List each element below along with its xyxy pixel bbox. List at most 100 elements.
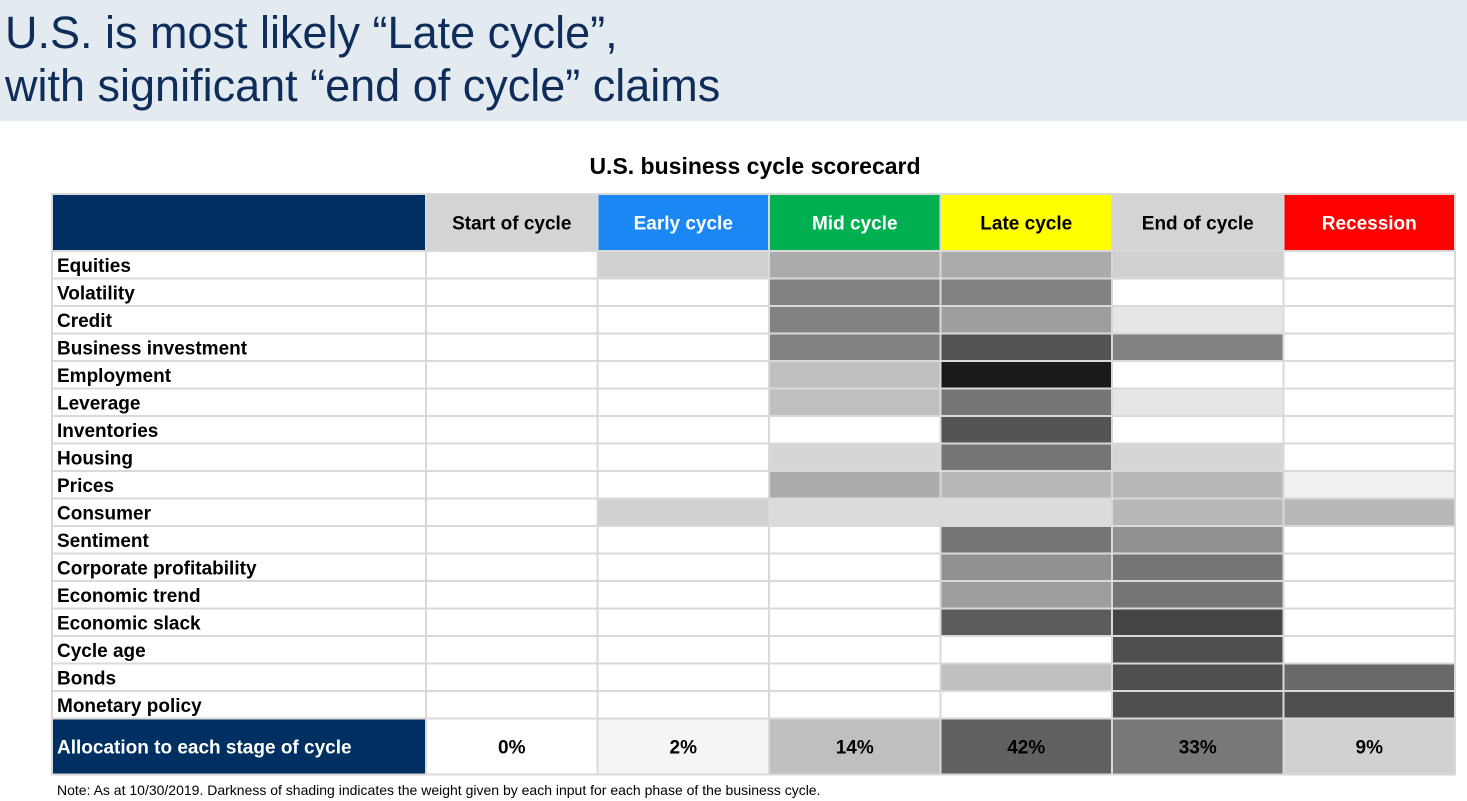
heat-cell-economic-slack-late-cycle [941,609,1111,635]
row-label-cell-monetary-policy [53,692,425,718]
heat-cell-business-investment-mid-cycle [770,334,940,360]
heat-cell-sentiment-recession [1284,527,1454,553]
slide-title: U.S. is most likely “Late cycle”, with s… [5,6,720,112]
heat-cell-monetary-policy-mid-cycle [770,692,940,718]
heat-cell-cycle-age-end-of-cycle [1113,637,1283,663]
heat-cell-corporate-profitability-recession [1284,554,1454,580]
heat-cell-leverage-start-of-cycle [427,389,597,415]
allocation-cell-early-cycle [598,719,768,774]
heat-cell-leverage-early-cycle [598,389,768,415]
header-cell-early-cycle [598,195,768,250]
heat-cell-employment-early-cycle [598,362,768,388]
heat-cell-housing-end-of-cycle [1113,444,1283,470]
heat-cell-equities-recession [1284,252,1454,278]
column-label-early-cycle: Early cycle [634,214,733,235]
heat-cell-volatility-recession [1284,279,1454,305]
heat-cell-bonds-early-cycle [598,664,768,690]
heat-cell-volatility-late-cycle [941,279,1111,305]
allocation-cell-end-of-cycle [1113,719,1283,774]
column-label-late-cycle: Late cycle [980,214,1072,235]
heat-cell-monetary-policy-recession [1284,692,1454,718]
allocation-value-start-of-cycle: 0% [498,738,526,759]
allocation-cell-mid-cycle [770,719,940,774]
heat-cell-housing-early-cycle [598,444,768,470]
heat-cell-cycle-age-start-of-cycle [427,637,597,663]
row-label-prices: Prices [57,476,114,497]
heat-cell-economic-trend-start-of-cycle [427,582,597,608]
heat-cell-economic-slack-early-cycle [598,609,768,635]
heat-cell-inventories-recession [1284,417,1454,443]
heat-cell-employment-recession [1284,362,1454,388]
heat-cell-economic-trend-late-cycle [941,582,1111,608]
row-label-bonds: Bonds [57,668,116,689]
heat-cell-consumer-late-cycle [941,499,1111,525]
heat-cell-volatility-early-cycle [598,279,768,305]
row-label-cell-equities [53,252,425,278]
heat-cell-employment-end-of-cycle [1113,362,1283,388]
heat-cell-economic-trend-recession [1284,582,1454,608]
heat-cell-prices-end-of-cycle [1113,472,1283,498]
column-label-start-of-cycle: Start of cycle [452,214,571,235]
slide-title-line-2: with significant “end of cycle” claims [5,60,721,111]
header-cell-late-cycle [941,195,1111,250]
heat-cell-inventories-end-of-cycle [1113,417,1283,443]
heat-cell-business-investment-recession [1284,334,1454,360]
row-label-cycle-age: Cycle age [57,641,146,662]
row-label-credit: Credit [57,311,113,332]
title-band: U.S. is most likely “Late cycle”, with s… [0,0,1467,121]
heat-cell-business-investment-start-of-cycle [427,334,597,360]
heat-cell-volatility-start-of-cycle [427,279,597,305]
allocation-label: Allocation to each stage of cycle [57,738,352,759]
heat-cell-prices-recession [1284,472,1454,498]
row-label-cell-consumer [53,499,425,525]
heat-cell-employment-mid-cycle [770,362,940,388]
row-label-cell-prices [53,472,425,498]
heat-cell-credit-end-of-cycle [1113,307,1283,333]
heat-cell-credit-late-cycle [941,307,1111,333]
heat-cell-inventories-start-of-cycle [427,417,597,443]
heat-cell-prices-start-of-cycle [427,472,597,498]
row-label-cell-economic-slack [53,609,425,635]
header-cell-mid-cycle [770,195,940,250]
row-label-cell-sentiment [53,527,425,553]
row-label-cell-inventories [53,417,425,443]
heat-cell-volatility-mid-cycle [770,279,940,305]
slide-title-line-1: U.S. is most likely “Late cycle”, [5,7,618,58]
column-label-end-of-cycle: End of cycle [1142,214,1254,235]
heat-cell-corporate-profitability-late-cycle [941,554,1111,580]
heat-cell-credit-early-cycle [598,307,768,333]
heat-cell-bonds-late-cycle [941,664,1111,690]
row-label-cell-employment [53,362,425,388]
heat-cell-consumer-mid-cycle [770,499,940,525]
heat-cell-prices-early-cycle [598,472,768,498]
allocation-cell-recession [1284,719,1454,774]
heat-cell-monetary-policy-early-cycle [598,692,768,718]
heat-cell-sentiment-mid-cycle [770,527,940,553]
heat-cell-equities-end-of-cycle [1113,252,1283,278]
row-label-cell-bonds [53,664,425,690]
heat-cell-business-investment-late-cycle [941,334,1111,360]
heat-cell-employment-late-cycle [941,362,1111,388]
heat-cell-housing-mid-cycle [770,444,940,470]
heat-cell-leverage-end-of-cycle [1113,389,1283,415]
heat-cell-leverage-recession [1284,389,1454,415]
heat-cell-credit-mid-cycle [770,307,940,333]
heat-cell-equities-late-cycle [941,252,1111,278]
heat-cell-consumer-start-of-cycle [427,499,597,525]
heat-cell-inventories-early-cycle [598,417,768,443]
row-label-economic-slack: Economic slack [57,613,201,634]
heat-cell-employment-start-of-cycle [427,362,597,388]
heat-cell-inventories-mid-cycle [770,417,940,443]
heat-cell-monetary-policy-start-of-cycle [427,692,597,718]
column-label-mid-cycle: Mid cycle [812,214,898,235]
row-label-cell-cycle-age [53,637,425,663]
heat-cell-monetary-policy-late-cycle [941,692,1111,718]
header-corner-cell [53,195,425,250]
allocation-value-early-cycle: 2% [670,738,698,759]
heat-cell-bonds-mid-cycle [770,664,940,690]
heat-cell-housing-recession [1284,444,1454,470]
heat-cell-economic-slack-end-of-cycle [1113,609,1283,635]
row-label-equities: Equities [57,256,131,277]
heat-cell-corporate-profitability-early-cycle [598,554,768,580]
